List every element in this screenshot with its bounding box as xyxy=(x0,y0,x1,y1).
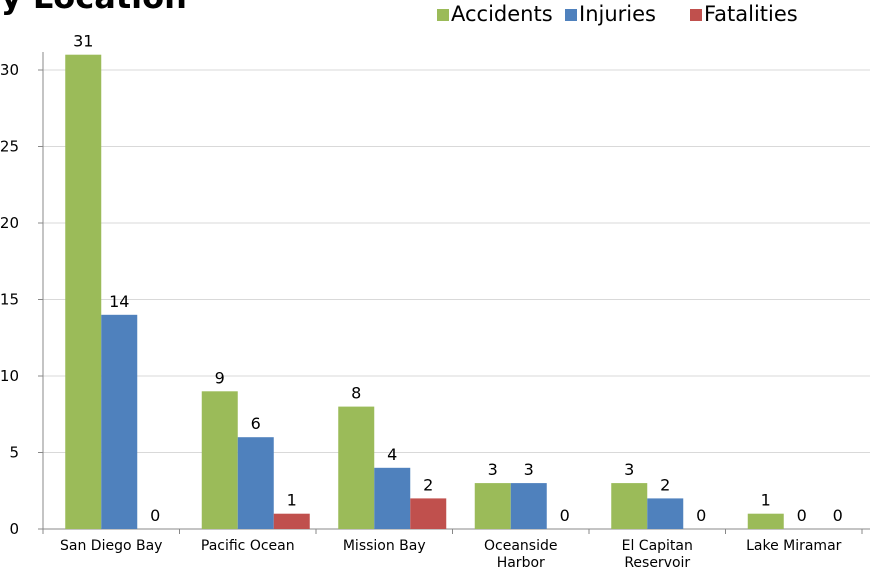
y-tick-label: 5 xyxy=(9,444,19,462)
y-tick-label: 20 xyxy=(0,214,19,232)
bar xyxy=(611,483,648,529)
legend-label: Injuries xyxy=(579,2,656,26)
value-label: 8 xyxy=(351,384,361,403)
value-label: 0 xyxy=(560,506,570,525)
y-tick-label: 30 xyxy=(0,61,19,79)
bar xyxy=(237,437,274,529)
legend-swatch xyxy=(565,9,577,21)
x-tick-label: Pacific Ocean xyxy=(200,538,295,554)
legend-swatch xyxy=(690,9,702,21)
bar xyxy=(273,513,310,529)
x-tick-label-box: El Capitan Reservoir xyxy=(621,538,693,567)
value-label: 31 xyxy=(73,32,93,51)
bar xyxy=(101,314,138,529)
y-tick-label: 0 xyxy=(9,520,19,538)
x-tick-label-box: Mission Bay xyxy=(342,538,426,554)
value-label: 4 xyxy=(387,445,397,464)
bar xyxy=(338,406,375,529)
value-label: 0 xyxy=(696,506,706,525)
legend-swatch xyxy=(437,9,449,21)
value-label: 1 xyxy=(287,491,297,510)
value-label: 3 xyxy=(488,460,498,479)
value-label: 3 xyxy=(524,460,534,479)
x-tick-label: El Capitan Reservoir xyxy=(621,538,693,567)
x-tick-label: San Diego Bay xyxy=(60,538,163,554)
value-label: 2 xyxy=(423,475,433,494)
x-tick-label-box: Oceanside Harbor xyxy=(484,538,558,567)
value-label: 2 xyxy=(660,475,670,494)
legend-label: Fatalities xyxy=(704,2,798,26)
x-tick-label: Lake Miramar xyxy=(746,538,842,554)
value-label: 0 xyxy=(797,506,807,525)
x-tick-label-box: Lake Miramar xyxy=(746,538,842,554)
x-tick-label-box: San Diego Bay xyxy=(60,538,163,554)
chart-title: by Location xyxy=(0,0,187,16)
bar xyxy=(65,54,102,529)
legend-label: Accidents xyxy=(451,2,553,26)
bar xyxy=(647,498,684,529)
y-tick-label: 15 xyxy=(0,291,19,309)
bar xyxy=(410,498,447,529)
x-tick-label: Oceanside Harbor xyxy=(484,538,558,567)
y-tick-label: 25 xyxy=(0,138,19,156)
bar xyxy=(474,483,511,529)
bar xyxy=(510,483,547,529)
value-label: 0 xyxy=(150,506,160,525)
bar xyxy=(747,513,784,529)
value-label: 3 xyxy=(624,460,634,479)
y-tick-label: 10 xyxy=(0,367,19,385)
value-label: 14 xyxy=(109,292,129,311)
value-label: 9 xyxy=(215,368,225,387)
x-tick-label-box: Pacific Ocean xyxy=(200,538,295,554)
bar xyxy=(201,391,238,529)
value-label: 0 xyxy=(833,506,843,525)
value-label: 6 xyxy=(251,414,261,433)
bar xyxy=(374,467,411,529)
value-label: 1 xyxy=(761,491,771,510)
x-tick-label: Mission Bay xyxy=(342,538,426,554)
